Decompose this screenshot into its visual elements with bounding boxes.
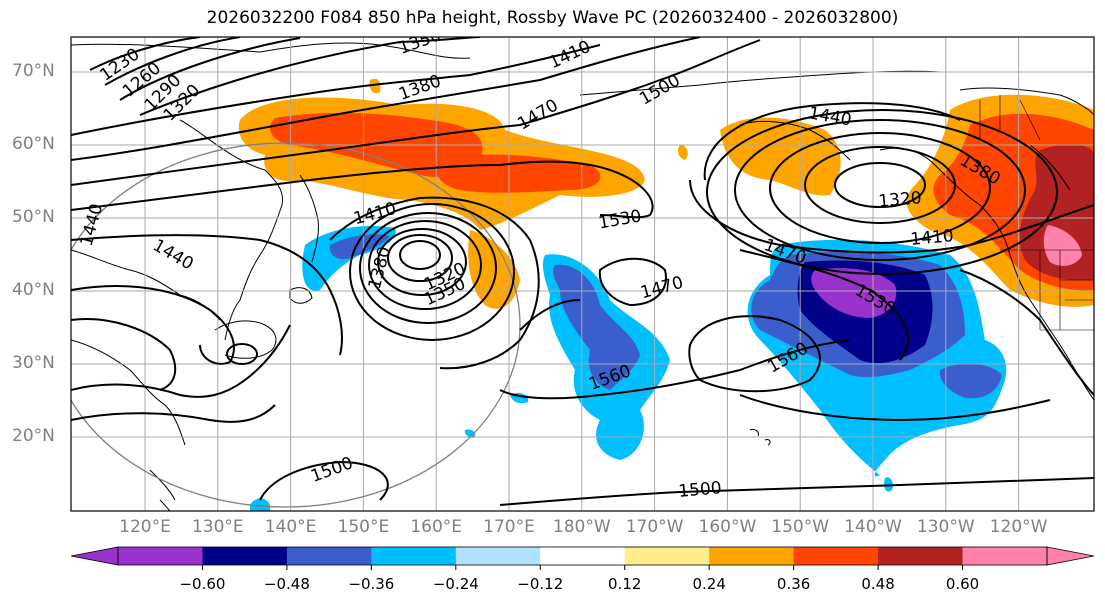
colorbar-segment (202, 547, 288, 565)
colorbar-segment (624, 547, 710, 565)
colorbar (70, 546, 1095, 570)
contour-label-text: 1410 (910, 226, 955, 250)
colorbar-tick-label: −0.36 (348, 575, 395, 593)
colorbar-tick-label: 0.12 (608, 575, 642, 593)
colorbar-extend-low (70, 546, 119, 566)
map-gridlines (71, 37, 1094, 511)
longitude-label: 130°W (916, 517, 975, 537)
latitude-label: 70°N (12, 61, 55, 81)
colorbar-tick-label: 0.36 (776, 575, 811, 593)
longitude-label: 150°E (337, 517, 390, 537)
longitude-label: 170°W (625, 517, 684, 537)
contour-label-text: 1320 (878, 188, 923, 212)
political-borders (979, 95, 1094, 331)
latitude-label: 40°N (12, 280, 55, 300)
reference-circle (71, 142, 521, 508)
longitude-label: 140°W (844, 517, 902, 537)
longitude-label: 170°E (483, 517, 535, 537)
colorbar-segment (286, 547, 372, 565)
longitude-label: 150°W (771, 517, 830, 537)
colorbar-segment (962, 547, 1048, 565)
colorbar-tick-label: 0.48 (861, 575, 895, 593)
colorbar-segment (118, 547, 203, 565)
contour-label: 1410 (910, 226, 955, 250)
colorbar-tick-label: −0.12 (517, 575, 564, 593)
colorbar-segment (455, 547, 541, 565)
longitude-label: 120°E (119, 517, 171, 537)
longitude-label: 160°E (410, 517, 463, 537)
longitude-label: 160°W (698, 517, 757, 537)
colorbar-tick-label: −0.24 (432, 575, 479, 593)
colorbar-tick-label: 0.60 (945, 575, 980, 593)
colorbar-tick-label: −0.60 (179, 575, 226, 593)
longitude-label: 130°E (191, 517, 244, 537)
longitude-label: 140°E (264, 517, 317, 537)
colorbar-extend-high (1046, 546, 1095, 566)
longitude-label: 120°W (989, 517, 1048, 537)
longitude-label: 180°W (552, 517, 611, 537)
figure-title: 2026032200 F084 850 hPa height, Rossby W… (206, 8, 899, 28)
contour-label-text: 1500 (678, 478, 723, 502)
negative-anomaly-fields (250, 225, 1007, 511)
colorbar-segment (709, 547, 795, 565)
colorbar-segment (793, 547, 879, 565)
latitude-label: 50°N (12, 207, 55, 227)
latitude-label: 30°N (12, 353, 55, 373)
colorbar-segment (878, 547, 964, 565)
latitude-label: 20°N (12, 426, 55, 446)
colorbar-segment (540, 547, 626, 565)
colorbar-tick-label: 0.24 (692, 575, 726, 593)
contour-label: 1320 (878, 188, 923, 212)
map-frame (70, 36, 1095, 512)
height-contours (71, 37, 1094, 506)
colorbar-frame (117, 546, 1048, 566)
latitude-label: 60°N (12, 134, 55, 154)
colorbar-tick-label: −0.48 (263, 575, 310, 593)
contour-label: 1500 (678, 478, 723, 502)
colorbar-segment (371, 547, 457, 565)
